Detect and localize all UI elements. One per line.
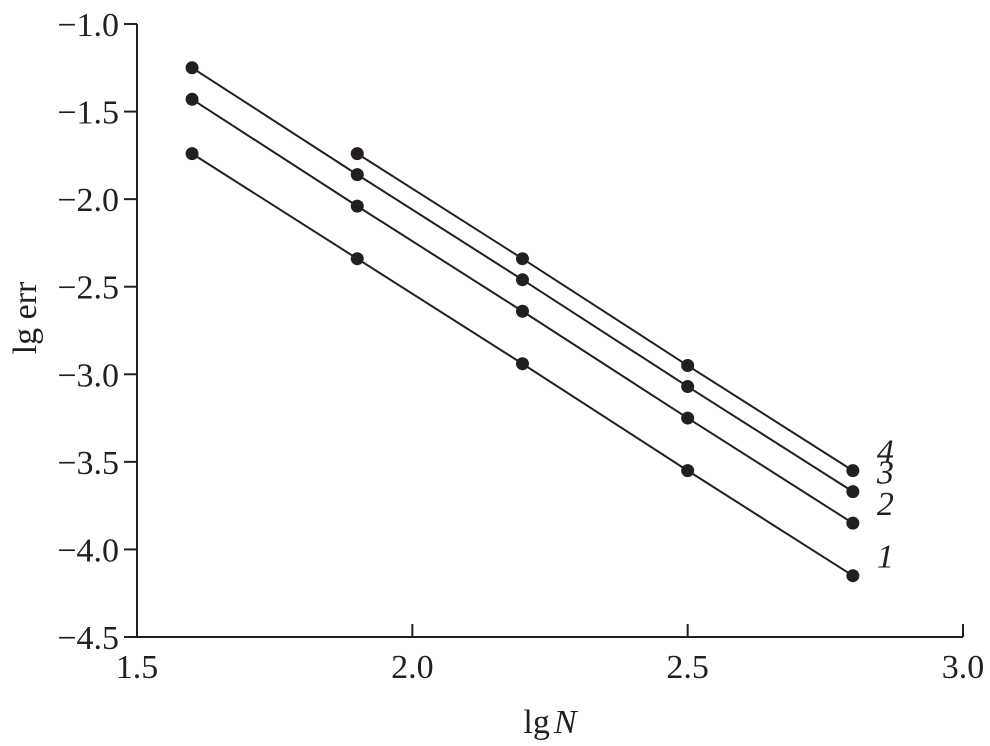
x-tick-label: 2.0 (391, 649, 434, 686)
series-4-point (846, 464, 860, 478)
y-tick-label: −1.0 (57, 7, 119, 44)
x-tick-label: 1.5 (116, 649, 159, 686)
series-3: 3 (185, 61, 894, 499)
x-axis-title-var: N (553, 704, 579, 741)
series-1-point (350, 252, 364, 266)
series-2-point (846, 516, 860, 530)
series-1: 1 (185, 147, 894, 583)
series-1-point (846, 569, 860, 583)
series-4-line (356, 152, 854, 472)
series-1-point (185, 147, 199, 161)
series-3-point (350, 168, 364, 182)
series-3-point (515, 273, 529, 287)
series-1-label: 1 (877, 539, 894, 576)
series-2-point (185, 92, 199, 106)
series-4-label: 4 (877, 434, 894, 471)
series-1-point (515, 357, 529, 371)
y-tick-label: −3.0 (57, 357, 119, 394)
series-3-point (185, 61, 199, 75)
series-3-point (846, 485, 860, 499)
series-4: 4 (350, 147, 894, 478)
y-axis-title: lg err (7, 281, 44, 354)
x-axis-title: lg N (523, 704, 578, 741)
series-2-point (515, 304, 529, 318)
series-1-point (681, 464, 695, 478)
x-tick-label: 3.0 (942, 649, 985, 686)
y-tick-label: −3.5 (57, 445, 119, 482)
y-tick-label: −4.5 (57, 620, 119, 657)
series-4-point (681, 359, 695, 373)
series-3-point (681, 380, 695, 394)
y-tick-label: −4.0 (57, 532, 119, 569)
series-4-point (350, 147, 364, 161)
y-tick-label: −2.0 (57, 182, 119, 219)
series-2-label: 2 (877, 486, 894, 523)
series-2: 2 (185, 92, 894, 530)
series-2-point (350, 199, 364, 213)
y-tick-label: −2.5 (57, 270, 119, 307)
series-4-point (515, 252, 529, 266)
axes: −1.0 −1.5 −2.0 −2.5 −3.0 −3.5 −4.0 −4.51.5 2.0 2.… (57, 7, 984, 686)
series-3-label: 3 (876, 455, 894, 492)
series-2-point (681, 411, 695, 425)
x-tick-label: 2.5 (666, 649, 709, 686)
y-tick-label: −1.5 (57, 95, 119, 132)
x-axis-title-prefix: lg (523, 704, 549, 741)
series-layer: 1 234 (185, 61, 894, 583)
